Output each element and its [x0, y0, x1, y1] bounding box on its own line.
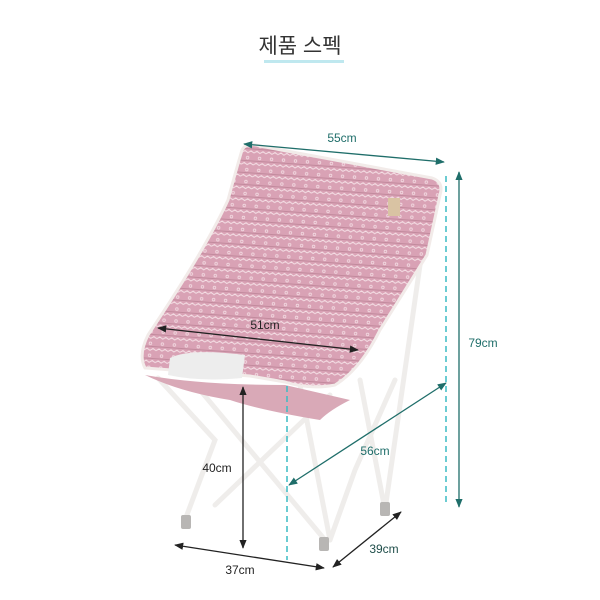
foot-depth-arrow [332, 511, 402, 568]
title-underline [264, 60, 344, 63]
label-seat-height: 40cm [202, 461, 231, 475]
seat-width-arrow [157, 325, 359, 353]
label-seat-width: 51cm [250, 318, 279, 332]
label-width-top: 55cm [327, 131, 356, 145]
label-depth: 56cm [360, 444, 389, 458]
label-foot-width: 37cm [225, 563, 254, 577]
page-title: 제품 스펙 [258, 35, 342, 58]
seat-mesh [168, 352, 245, 380]
brand-logo-tag [388, 198, 400, 216]
label-height: 79cm [468, 336, 497, 350]
label-foot-depth: 39cm [369, 542, 398, 556]
chair-fabric [140, 143, 443, 389]
width-top-arrow [243, 141, 445, 165]
depth-arrow [288, 382, 447, 486]
foot-width-arrow [174, 542, 325, 571]
chair-feet [181, 502, 390, 551]
